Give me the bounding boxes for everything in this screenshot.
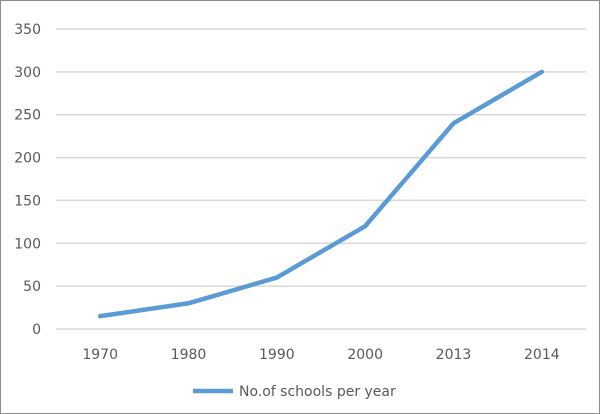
x-tick-label: 1990 [259, 347, 295, 363]
legend-label: No.of schools per year [239, 384, 396, 400]
y-tick-label: 0 [32, 322, 41, 338]
y-tick-label: 250 [14, 108, 41, 124]
y-tick-label: 300 [14, 65, 41, 81]
y-tick-label: 200 [14, 151, 41, 167]
x-tick-label: 2013 [436, 347, 472, 363]
x-tick-label: 1970 [82, 347, 118, 363]
x-tick-label: 2000 [347, 347, 383, 363]
y-tick-label: 100 [14, 236, 41, 252]
x-tick-label: 1980 [171, 347, 207, 363]
y-tick-label: 50 [23, 279, 41, 295]
y-tick-label: 150 [14, 193, 41, 209]
y-tick-label: 350 [14, 22, 41, 38]
x-tick-label: 2014 [524, 347, 560, 363]
series-line [97, 69, 545, 319]
